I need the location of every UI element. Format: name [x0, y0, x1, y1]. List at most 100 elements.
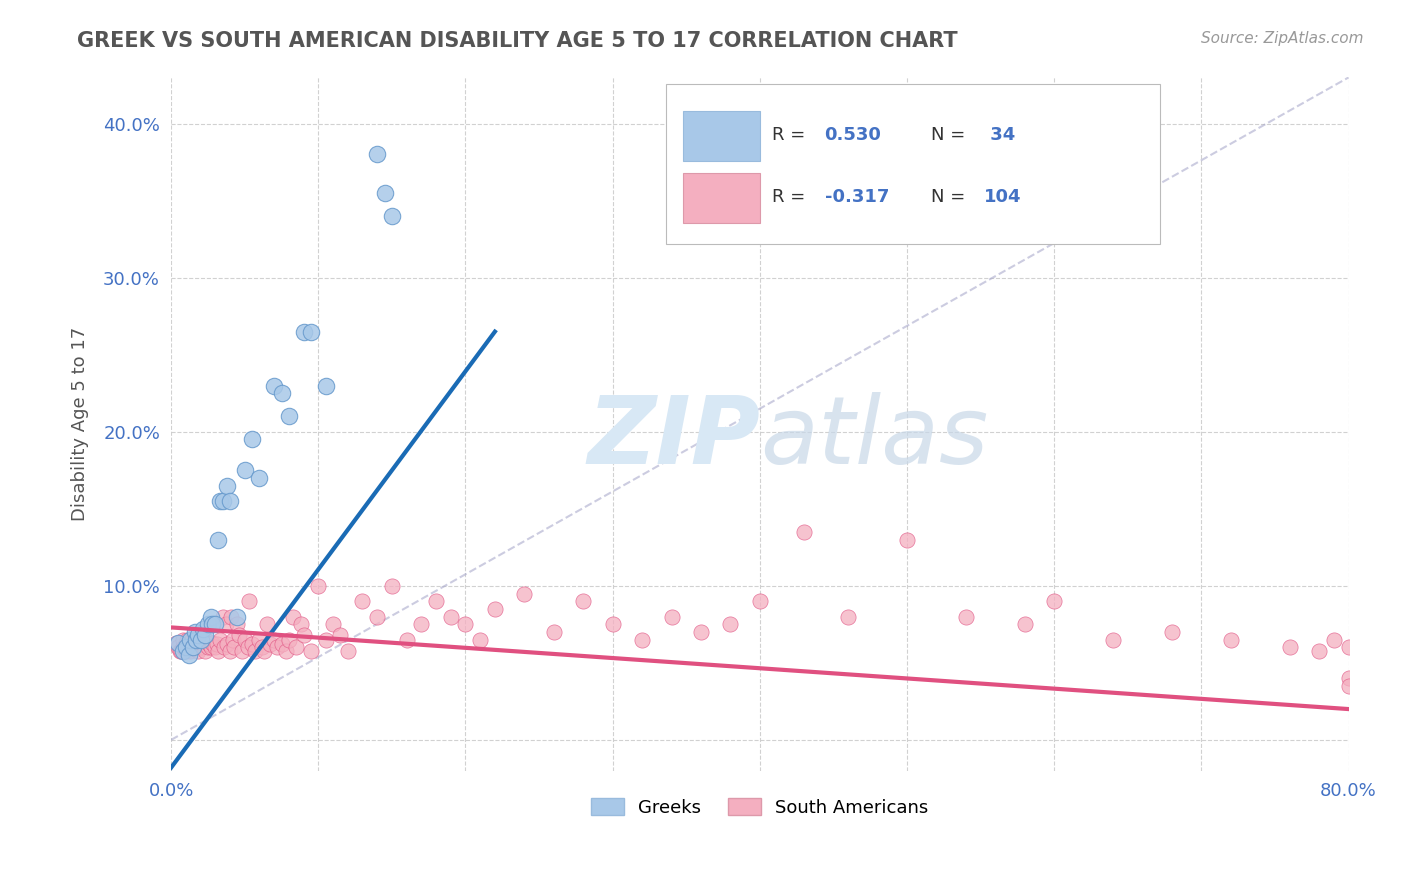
Text: N =: N = — [931, 126, 970, 144]
Point — [190, 632, 212, 647]
Point — [214, 617, 236, 632]
Point — [173, 640, 195, 655]
Point — [336, 643, 359, 657]
Point — [270, 637, 292, 651]
Point — [179, 637, 201, 651]
Point — [181, 637, 204, 651]
Point — [955, 609, 977, 624]
Point — [208, 494, 231, 508]
Point — [219, 494, 242, 508]
Point — [240, 637, 263, 651]
Point — [231, 643, 253, 657]
Point — [174, 637, 197, 651]
Point — [484, 602, 506, 616]
Point — [315, 378, 337, 392]
Point — [1323, 632, 1346, 647]
Point — [197, 617, 219, 632]
Point — [187, 637, 209, 651]
Point — [256, 617, 278, 632]
Point — [411, 617, 433, 632]
Point — [201, 636, 224, 650]
Point — [454, 617, 477, 632]
Point — [292, 628, 315, 642]
Point — [543, 625, 565, 640]
Point — [243, 643, 266, 657]
Point — [215, 637, 238, 651]
Point — [198, 637, 221, 651]
Point — [205, 637, 228, 651]
Point — [240, 433, 263, 447]
Point — [193, 637, 215, 651]
Point — [440, 609, 463, 624]
Point — [1043, 594, 1066, 608]
Point — [395, 632, 418, 647]
Point — [572, 594, 595, 608]
Point — [233, 632, 256, 647]
Point — [184, 636, 207, 650]
Text: 34: 34 — [984, 126, 1015, 144]
Point — [176, 632, 198, 647]
Point — [193, 622, 215, 636]
Point — [252, 640, 274, 655]
Point — [329, 628, 352, 642]
Point — [513, 586, 536, 600]
Point — [211, 609, 233, 624]
Point — [197, 640, 219, 655]
Text: -0.317: -0.317 — [824, 188, 889, 206]
Point — [718, 617, 741, 632]
Point — [299, 643, 322, 657]
Point — [253, 643, 276, 657]
Point — [219, 643, 242, 657]
Point — [277, 632, 299, 647]
Point — [793, 524, 815, 539]
Point — [381, 209, 404, 223]
Point — [165, 636, 187, 650]
Point — [661, 609, 683, 624]
FancyBboxPatch shape — [683, 173, 759, 223]
Point — [221, 609, 243, 624]
Point — [690, 625, 713, 640]
Point — [177, 640, 200, 655]
Point — [249, 632, 271, 647]
Point — [315, 632, 337, 647]
Point — [183, 640, 205, 655]
Point — [307, 579, 329, 593]
Point — [373, 186, 395, 200]
Point — [204, 640, 226, 655]
Point — [290, 617, 312, 632]
Point — [215, 478, 238, 492]
Point — [285, 640, 308, 655]
Text: atlas: atlas — [759, 392, 988, 483]
Point — [1278, 640, 1301, 655]
Point — [631, 632, 654, 647]
Point — [204, 617, 226, 632]
Point — [195, 632, 218, 647]
Point — [201, 617, 224, 632]
Point — [352, 594, 374, 608]
Legend: Greeks, South Americans: Greeks, South Americans — [583, 791, 935, 824]
Point — [292, 325, 315, 339]
Point — [1014, 617, 1036, 632]
Point — [1337, 640, 1360, 655]
Point — [187, 628, 209, 642]
Text: N =: N = — [931, 188, 970, 206]
Point — [184, 632, 207, 647]
Y-axis label: Disability Age 5 to 17: Disability Age 5 to 17 — [72, 327, 89, 521]
Point — [896, 533, 918, 547]
Point — [233, 463, 256, 477]
Point — [1161, 625, 1184, 640]
Point — [226, 609, 249, 624]
Point — [188, 632, 211, 647]
Text: ZIP: ZIP — [586, 392, 759, 484]
Point — [1337, 671, 1360, 685]
Point — [212, 640, 235, 655]
Point — [191, 636, 214, 650]
Point — [283, 609, 305, 624]
Point — [190, 640, 212, 655]
Point — [602, 617, 624, 632]
Point — [181, 640, 204, 655]
Point — [170, 643, 193, 657]
Point — [266, 640, 288, 655]
Text: GREEK VS SOUTH AMERICAN DISABILITY AGE 5 TO 17 CORRELATION CHART: GREEK VS SOUTH AMERICAN DISABILITY AGE 5… — [77, 31, 957, 51]
Point — [236, 640, 259, 655]
